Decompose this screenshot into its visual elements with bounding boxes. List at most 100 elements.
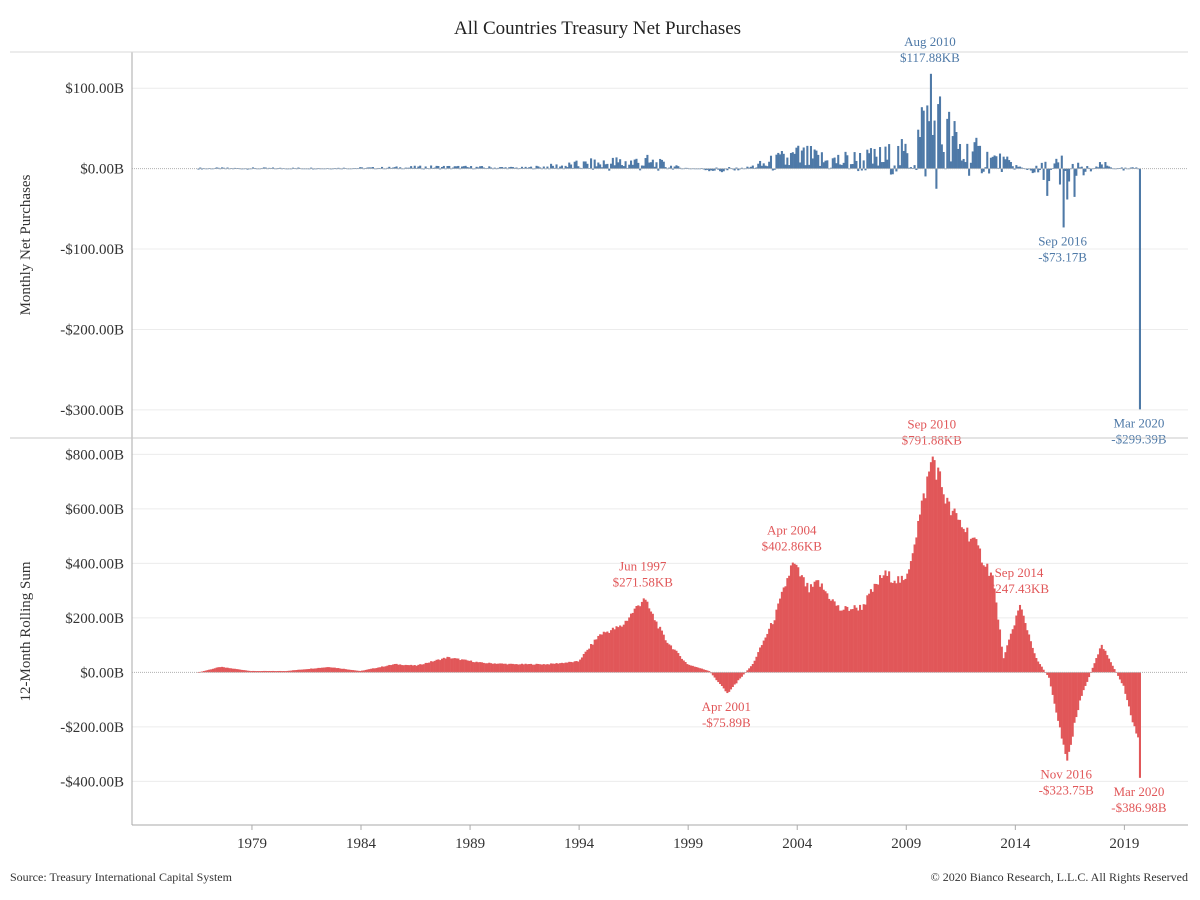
monthly-bar [879,147,882,169]
monthly-bar [988,168,991,174]
rolling-bar [410,664,413,673]
rolling-bar [958,519,962,673]
monthly-bar [764,165,767,169]
rolling-bar [573,661,576,673]
rolling-bar [444,658,447,673]
rolling-bar [780,591,783,673]
monthly-bar [208,168,211,169]
rolling-bar [1013,625,1016,673]
monthly-bar [760,165,763,169]
monthly-bar [1082,168,1085,176]
rolling-bar [221,666,224,673]
monthly-bar [520,166,524,169]
rolling-bar [659,626,662,673]
rolling-bar [315,668,318,673]
monthly-bar [617,162,620,169]
rolling-bar [555,663,558,673]
monthly-bar [248,168,251,170]
rolling-bar [1097,654,1100,673]
monthly-bar [980,168,983,174]
rolling-bar [646,601,649,673]
rolling-bar [660,630,663,673]
monthly-bar [842,162,845,169]
monthly-bar [673,166,676,169]
monthly-bar [853,152,856,169]
rolling-bar [1082,672,1085,691]
monthly-bar [848,168,851,170]
rolling-bar [368,669,371,673]
y-tick-label: $400.00B [65,556,124,572]
monthly-bar [308,168,311,170]
rolling-bar [899,582,902,673]
rolling-bar [210,669,213,673]
annotation-label: -$323.75B [1039,783,1095,798]
rolling-bar [330,667,333,673]
rolling-bar [361,670,364,673]
rolling-bar [1106,655,1109,673]
monthly-bar [631,164,634,169]
monthly-bar [264,167,267,169]
rolling-bar [508,663,511,673]
monthly-bar [602,160,605,169]
monthly-bar [655,162,658,169]
rolling-bar [344,669,347,673]
rolling-bar [897,576,900,673]
monthly-bar [915,168,918,170]
monthly-bar [395,166,398,169]
rolling-bar [811,586,814,673]
rolling-bar [219,667,222,673]
rolling-bar [971,537,974,673]
monthly-bar [508,167,511,169]
monthly-bar [648,162,651,169]
monthly-bar [899,165,902,169]
rolling-bar [857,610,860,673]
monthly-bar [573,161,576,169]
monthly-bar [975,137,978,169]
rolling-bar [590,643,593,673]
monthly-bar [446,166,449,169]
annotation-label: -$75.89B [702,715,751,730]
monthly-bar [242,168,245,170]
rolling-bar [893,580,896,673]
monthly-bar [590,158,593,169]
rolling-bar [879,575,882,673]
rolling-bar [657,628,660,673]
monthly-bar [444,168,447,170]
monthly-bar [889,168,892,175]
rolling-bar [819,586,822,673]
monthly-bar [226,167,229,169]
rolling-bar [1126,672,1129,701]
rolling-bar [786,578,789,673]
rolling-bar [282,671,285,673]
rolling-bar [459,660,462,673]
rolling-bar [1004,652,1007,673]
rolling-bar [868,593,871,673]
monthly-bar [199,167,202,169]
rolling-bar [689,665,693,673]
monthly-bar [475,166,478,169]
rolling-bar [680,658,683,673]
monthly-bar [720,168,723,173]
monthly-bar [742,168,745,170]
rolling-bar [855,607,858,673]
rolling-bar [724,672,727,692]
rolling-bar [706,670,709,673]
x-axis: 1979 1984 1989 1994 1999 2004 2009 2014 2019 [132,824,1188,852]
rolling-bar [662,634,665,673]
monthly-bar [920,107,923,169]
rolling-bar [620,626,623,673]
rolling-bar [342,668,345,673]
rolling-bar [1098,648,1102,673]
rolling-bar [1108,658,1111,673]
rolling-bar [833,601,836,673]
monthly-bar [1122,168,1125,171]
rolling-bar [917,520,920,673]
monthly-bar [1038,168,1042,171]
monthly-bar [688,168,691,170]
rolling-bar [346,669,349,673]
monthly-bar [604,164,607,169]
rolling-bar [744,672,747,673]
rolling-bar [977,545,980,673]
monthly-bar [342,167,345,169]
monthly-bar [677,166,680,169]
